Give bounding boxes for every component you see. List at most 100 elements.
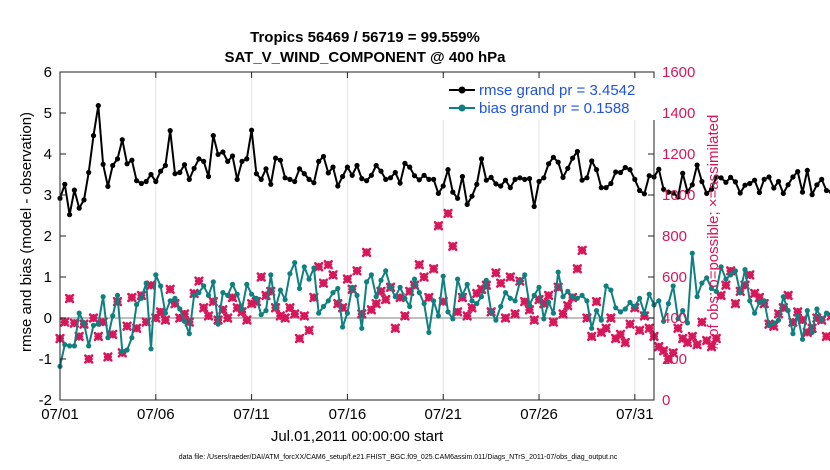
bias-point <box>340 324 346 330</box>
obs-marker-plus <box>621 338 630 347</box>
rmse-point <box>603 185 609 191</box>
bias-point <box>526 302 533 308</box>
bias-point <box>162 310 168 316</box>
rmse-point <box>239 158 245 164</box>
y-right-tick-label: 1200 <box>662 146 695 163</box>
bias-point <box>459 292 465 298</box>
bias-point <box>95 321 101 327</box>
obs-marker <box>294 333 305 344</box>
bias-point <box>689 250 695 256</box>
rmse-point <box>675 194 681 200</box>
bias-point <box>368 272 374 278</box>
rmse-point <box>287 176 293 182</box>
legend-bias-label: bias grand pr = 0.1588 <box>479 100 630 117</box>
rmse-point <box>488 174 494 180</box>
bias-point <box>244 281 250 287</box>
rmse-point <box>478 156 485 162</box>
rmse-point <box>565 165 571 171</box>
bias-point <box>435 313 441 319</box>
obs-marker <box>419 272 429 282</box>
y-tick-label: 0 <box>44 310 52 327</box>
rmse-point <box>761 176 767 182</box>
rmse-point <box>531 203 537 210</box>
rmse-point <box>325 170 331 176</box>
bias-point <box>311 265 317 271</box>
obs-marker-plus <box>587 332 596 341</box>
obs-marker <box>697 317 707 327</box>
bias-point <box>373 294 379 300</box>
obs-marker <box>127 292 137 303</box>
rmse-point <box>220 149 226 155</box>
obs-marker-plus <box>285 303 294 312</box>
bias-point <box>603 283 609 289</box>
obs-marker-plus <box>678 334 687 343</box>
rmse-point <box>383 176 389 182</box>
obs-marker <box>615 329 626 340</box>
bias-point <box>292 260 298 266</box>
bias-point <box>814 306 820 312</box>
rmse-point <box>177 169 183 176</box>
obs-marker-plus <box>400 311 409 320</box>
obs-marker-plus <box>204 311 213 320</box>
legend: rmse grand pr = 3.4542 bias grand pr = 0… <box>440 78 655 120</box>
bias-point <box>661 318 667 324</box>
rmse-point <box>694 162 700 168</box>
bias-point <box>613 305 619 311</box>
obs-marker <box>328 270 338 280</box>
rmse-point <box>512 176 518 182</box>
rmse-point <box>632 176 638 182</box>
bias-point <box>809 329 815 335</box>
bias-point <box>546 299 552 305</box>
rmse-point <box>785 182 791 188</box>
rmse-point <box>756 189 763 196</box>
legend-rmse-label: rmse grand pr = 3.4542 <box>479 82 635 99</box>
y-axis-label: rmse and bias (model - observation) <box>18 112 35 352</box>
obs-marker <box>519 296 530 307</box>
bias-point <box>277 287 283 293</box>
obs-marker-plus <box>688 332 697 341</box>
rmse-point <box>498 183 504 189</box>
bias-point <box>119 349 125 355</box>
bias-point <box>737 290 743 296</box>
rmse-point <box>249 127 255 133</box>
bias-point <box>263 308 269 314</box>
x-tick-label: 07/26 <box>520 406 558 423</box>
rmse-point <box>455 195 461 201</box>
obs-marker-plus <box>606 314 615 322</box>
obs-marker <box>601 323 611 333</box>
obs-marker-plus <box>329 270 338 279</box>
footnote: data file: /Users/raeder/DAI/ATM_forcXX/… <box>179 454 618 461</box>
obs-marker <box>88 313 99 323</box>
rmse-point <box>225 158 231 164</box>
y-right-tick-label: 1400 <box>662 105 695 122</box>
bias-point <box>268 272 274 278</box>
bias-point <box>138 295 144 301</box>
rmse-point <box>368 172 374 178</box>
y-tick-label: 1 <box>44 269 52 286</box>
obs-marker-plus <box>147 281 156 290</box>
x-tick-label: 07/11 <box>233 406 269 423</box>
obs-marker-plus <box>712 334 721 343</box>
bias-point <box>134 301 140 308</box>
y-tick-label: 4 <box>44 146 52 163</box>
bias-point <box>229 281 236 287</box>
bias-point <box>713 288 719 294</box>
obs-marker <box>424 292 434 303</box>
bias-point <box>316 310 322 316</box>
rmse-point <box>464 201 470 207</box>
obs-marker-plus <box>391 324 400 333</box>
y-right-tick-label: 0 <box>662 392 670 409</box>
rmse-point <box>708 186 715 192</box>
obs-marker <box>122 321 132 331</box>
rmse-point <box>105 183 111 189</box>
rmse-point <box>474 181 480 187</box>
obs-marker-plus <box>501 314 510 322</box>
y-right-tick-label: 800 <box>662 228 687 245</box>
bias-point <box>771 320 777 326</box>
bias-point <box>512 298 518 304</box>
bias-point <box>455 276 461 282</box>
obs-marker-plus <box>434 221 443 230</box>
rmse-point <box>138 180 144 187</box>
bias-point <box>67 343 73 349</box>
bias-point <box>718 264 724 270</box>
